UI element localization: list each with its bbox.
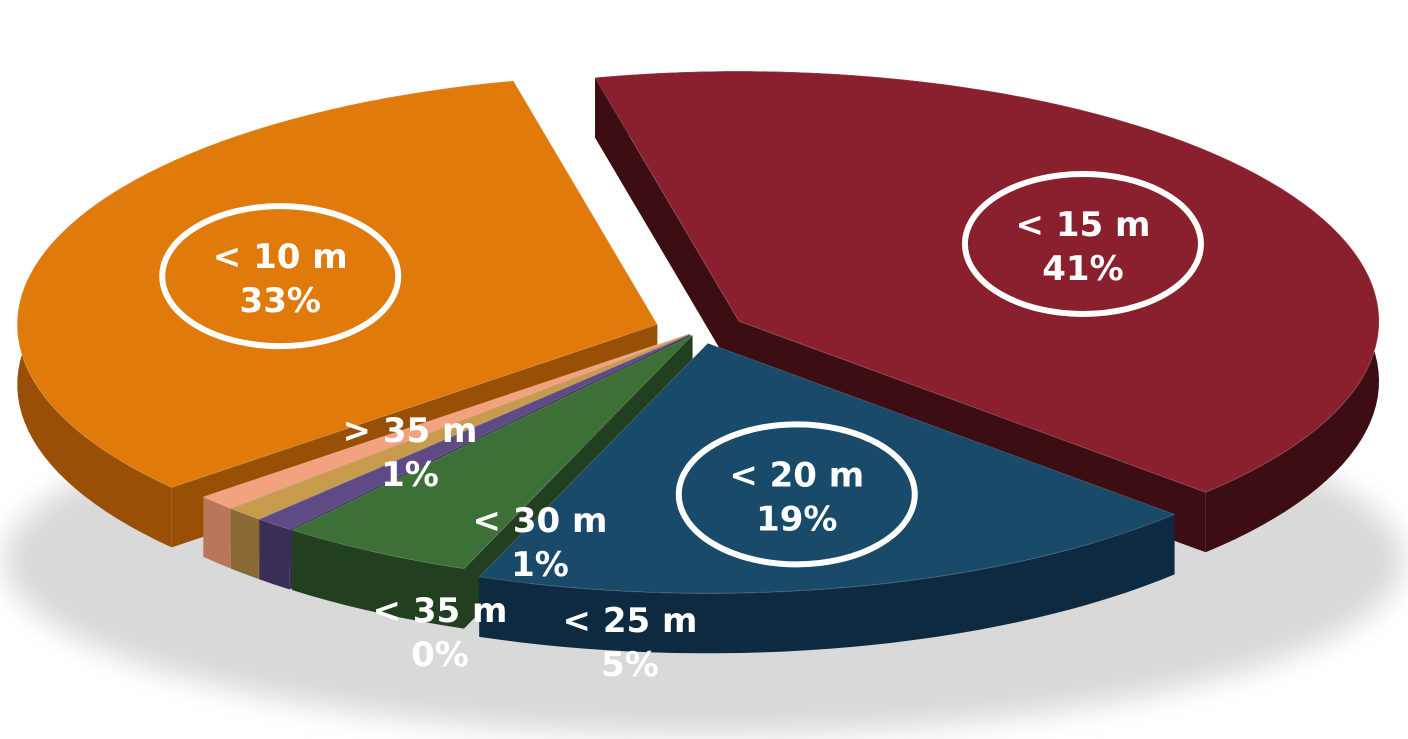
slice-pct-gt-35-m: 1% bbox=[381, 455, 439, 495]
slice-label-lt-25-m: < 25 m bbox=[563, 601, 698, 641]
slice-lt-35-m bbox=[229, 333, 690, 520]
slice-label-gt-35-m: > 35 m bbox=[343, 411, 478, 451]
slice-label-lt-15-m: < 15 m bbox=[1016, 205, 1151, 245]
slice-label-lt-35-m: < 35 m bbox=[373, 591, 508, 631]
slice-lt-10-m bbox=[16, 80, 658, 488]
slice-side-lt-20-m bbox=[479, 514, 1175, 654]
slice-pct-lt-10-m: 33% bbox=[240, 281, 321, 321]
slice-pct-lt-35-m: 0% bbox=[411, 635, 469, 675]
slice-label-layer: < 15 m41%< 20 m19%< 25 m5%< 30 m1%< 35 m… bbox=[159, 170, 1204, 685]
slice-gt-35-m bbox=[202, 333, 690, 509]
slice-label-lt-10-m: < 10 m bbox=[213, 237, 348, 277]
slice-pct-lt-15-m: 41% bbox=[1042, 249, 1123, 289]
slice-pct-lt-25-m: 5% bbox=[601, 645, 659, 685]
label-circle-lt-10-m bbox=[159, 203, 402, 350]
slice-label-lt-20-m: < 20 m bbox=[729, 455, 864, 495]
slice-edge-lt-15-m-0 bbox=[595, 77, 740, 382]
slice-lt-20-m bbox=[478, 342, 1176, 594]
slice-label-lt-30-m: < 30 m bbox=[473, 501, 608, 541]
label-circle-lt-15-m bbox=[961, 170, 1204, 317]
slice-pct-lt-20-m: 19% bbox=[756, 499, 837, 539]
slice-pct-lt-30-m: 1% bbox=[511, 545, 569, 585]
slice-lt-30-m bbox=[258, 333, 691, 530]
slice-lt-25-m bbox=[290, 334, 693, 570]
label-circle-lt-20-m bbox=[675, 421, 918, 568]
